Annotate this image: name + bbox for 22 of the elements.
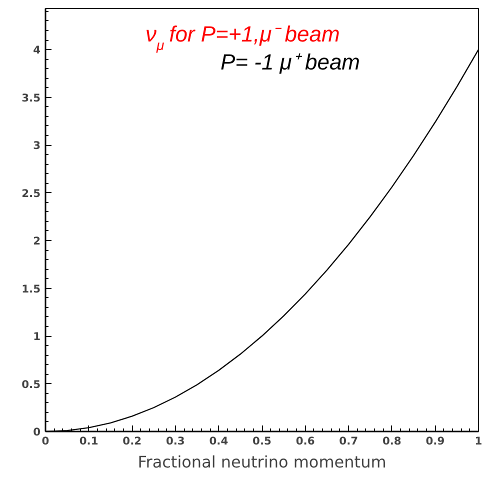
- y-tick-label: 3.5: [22, 91, 41, 104]
- x-tick-label: 0.6: [296, 434, 315, 448]
- x-axis-title: Fractional neutrino momentum: [138, 452, 386, 472]
- x-tick-label: 0.3: [166, 434, 185, 448]
- annotation: P= -1 μ⁺ beam: [220, 50, 360, 74]
- y-tick-label: 1: [33, 330, 41, 344]
- y-tick-label: 1.5: [22, 282, 41, 296]
- x-tick-label: 0.2: [122, 434, 142, 448]
- x-tick-label: 0.5: [252, 434, 272, 448]
- x-tick-label: 0: [42, 434, 50, 448]
- y-tick-label: 3: [33, 139, 41, 152]
- x-tick-label: 1: [474, 434, 482, 448]
- x-tick-label: 0.4: [209, 434, 228, 448]
- x-tick-label: 0.8: [382, 434, 402, 448]
- y-tick-label: 0: [33, 426, 41, 438]
- y-tick-label: 2.5: [22, 186, 41, 200]
- y-tick-label: 4: [33, 44, 41, 57]
- x-tick-label: 0.7: [339, 434, 358, 448]
- y-tick-label: 2: [33, 234, 41, 248]
- x-tick-label: 0.9: [426, 434, 445, 448]
- x-tick-label: 0.1: [79, 434, 98, 448]
- y-tick-label: 0.5: [22, 378, 41, 391]
